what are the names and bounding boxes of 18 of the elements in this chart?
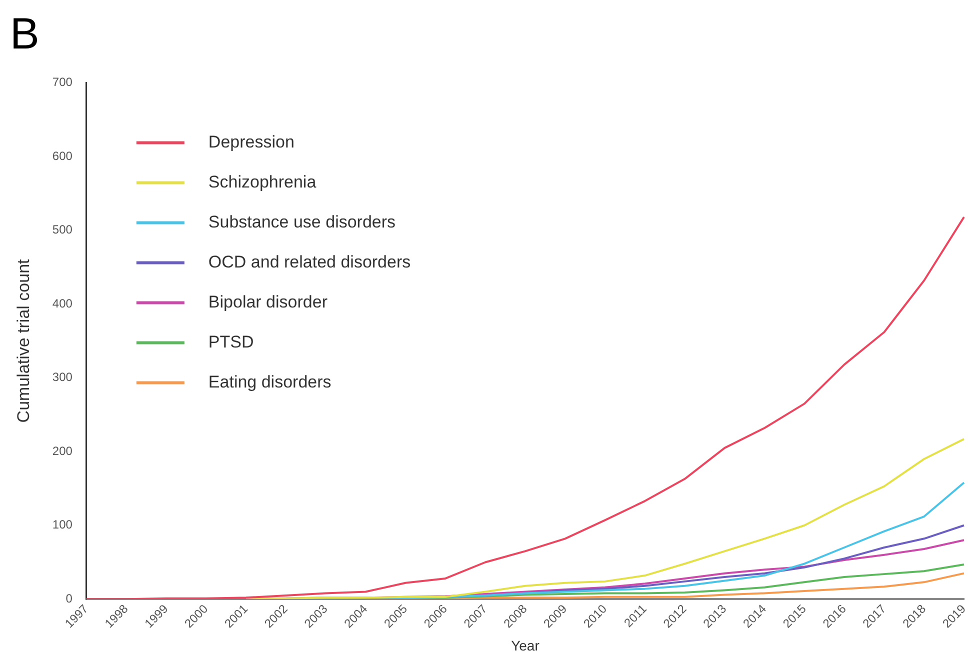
y-tick-label: 600	[52, 148, 73, 163]
y-tick-label: 100	[52, 518, 73, 532]
legend-label: Schizophrenia	[208, 172, 317, 192]
y-tick-label: 200	[52, 444, 73, 458]
legend-label: Substance use disorders	[208, 212, 396, 232]
y-tick-label: 400	[52, 296, 73, 310]
y-tick-label: 300	[52, 370, 73, 384]
y-tick-label: 500	[52, 222, 73, 237]
y-tick-label: 0	[66, 591, 73, 606]
legend-label: Eating disorders	[208, 372, 332, 392]
legend-label: OCD and related disorders	[208, 252, 411, 272]
y-tick-label: 700	[52, 75, 73, 90]
x-axis-title: Year	[511, 637, 540, 654]
legend-label: Bipolar disorder	[208, 292, 328, 312]
chart-title: B	[10, 10, 40, 59]
legend-label: PTSD	[208, 332, 254, 352]
y-axis-title: Cumulative trial count	[14, 258, 33, 423]
legend-label: Depression	[208, 132, 294, 152]
